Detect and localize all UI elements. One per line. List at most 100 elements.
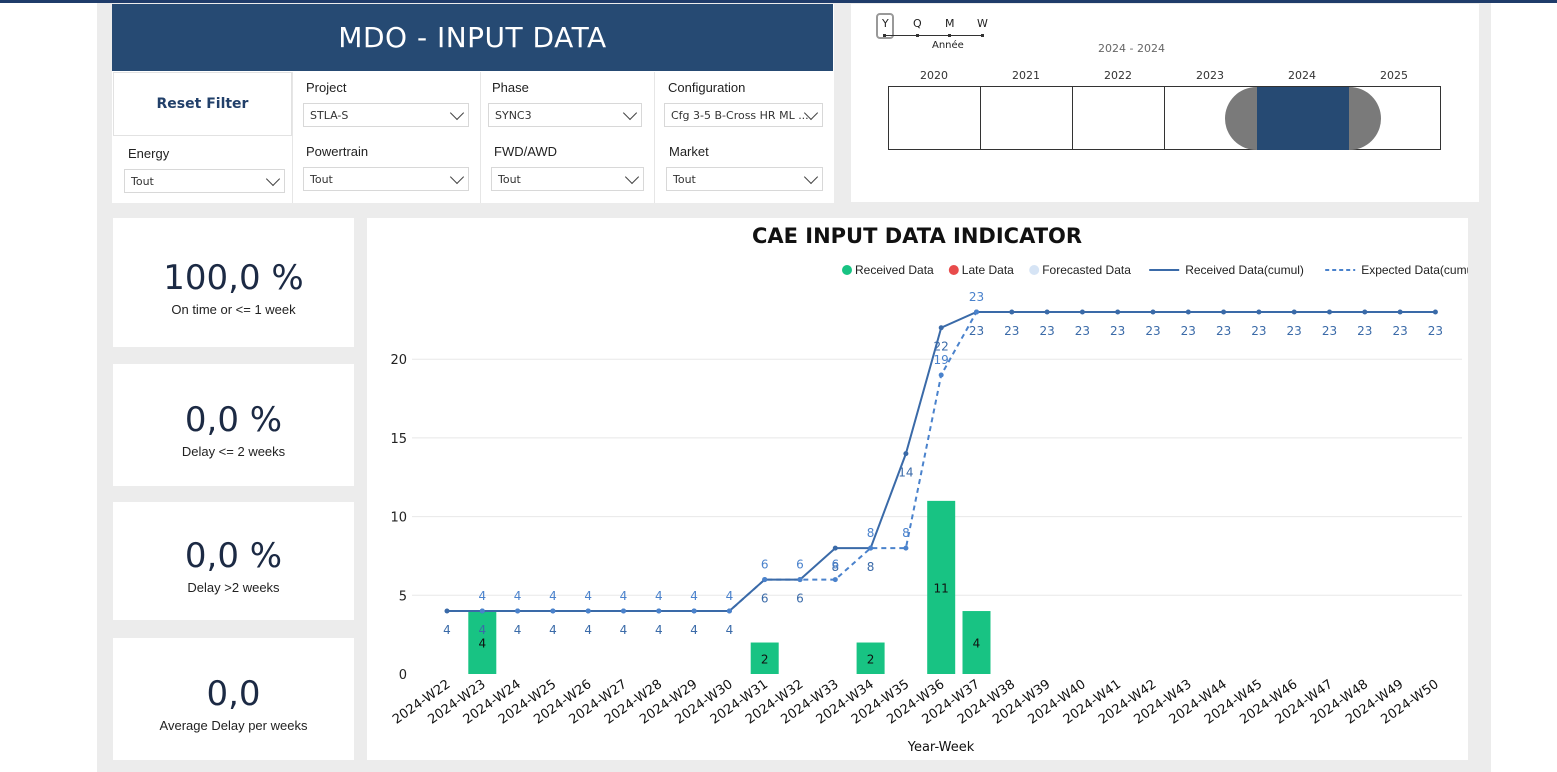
granularity-label: Année xyxy=(932,40,964,51)
kpi-caption: Average Delay per weeks xyxy=(159,718,308,733)
reset-filter-button[interactable]: Reset Filter xyxy=(113,72,292,136)
bar xyxy=(962,611,991,674)
y-tick-label: 15 xyxy=(390,432,407,447)
received-cumul-point xyxy=(444,608,450,614)
chevron-down-icon xyxy=(622,105,638,121)
received-cumul-point xyxy=(1115,309,1121,315)
received-cumul-label: 8 xyxy=(831,560,839,574)
received-cumul-label: 4 xyxy=(726,623,734,637)
powertrain-dropdown[interactable]: Tout xyxy=(303,167,469,191)
received-cumul-point xyxy=(1362,309,1368,315)
received-cumul-label: 14 xyxy=(898,466,913,480)
legend-marker xyxy=(948,265,959,275)
legend-label: Received Data xyxy=(855,263,934,277)
expected-cumul-point xyxy=(550,608,556,614)
received-cumul-point xyxy=(1079,309,1085,315)
y-tick-label: 20 xyxy=(390,353,407,368)
chart-title: CAE INPUT DATA INDICATOR xyxy=(752,224,1082,248)
received-cumul-label: 22 xyxy=(934,340,949,354)
received-cumul-label: 4 xyxy=(443,623,451,637)
configuration-dropdown[interactable]: Cfg 3-5 B-Cross HR ML ... xyxy=(664,103,823,127)
received-cumul-label: 23 xyxy=(1039,324,1054,338)
granularity-tick xyxy=(916,34,919,37)
received-cumul-label: 4 xyxy=(549,623,557,637)
chevron-down-icon xyxy=(449,169,465,185)
granularity-option-year[interactable]: Y xyxy=(882,17,889,30)
phase-dropdown[interactable]: SYNC3 xyxy=(488,103,642,127)
received-cumul-label: 23 xyxy=(1004,324,1019,338)
dropdown-value: Cfg 3-5 B-Cross HR ML ... xyxy=(671,108,809,122)
received-cumul-label: 23 xyxy=(969,324,984,338)
expected-cumul-point xyxy=(938,372,944,378)
expected-cumul-point xyxy=(621,608,626,614)
received-cumul-point xyxy=(1150,309,1156,315)
received-cumul-label: 23 xyxy=(1145,324,1160,338)
received-cumul-label: 23 xyxy=(1287,324,1302,338)
dropdown-value: Tout xyxy=(310,172,333,186)
expected-cumul-point xyxy=(903,545,909,551)
dropdown-value: SYNC3 xyxy=(495,108,532,122)
bar-data-label: 4 xyxy=(478,637,486,651)
timeline-selected-year[interactable] xyxy=(1257,87,1349,150)
bar-data-label: 4 xyxy=(973,637,981,651)
filter-label: Project xyxy=(306,80,347,95)
bar xyxy=(750,642,779,674)
timeline-cell-2020[interactable] xyxy=(889,87,981,149)
filter-divider xyxy=(292,72,293,203)
expected-cumul-label: 4 xyxy=(620,589,628,603)
timeline-cell-2022[interactable] xyxy=(1073,87,1165,149)
expected-cumul-point xyxy=(479,608,485,614)
expected-cumul-label: 6 xyxy=(761,558,769,572)
received-cumul-label: 23 xyxy=(1357,324,1372,338)
legend-label: Late Data xyxy=(962,263,1014,277)
received-cumul-point xyxy=(1221,309,1227,315)
expected-cumul-point xyxy=(656,608,662,614)
dropdown-value: Tout xyxy=(673,172,696,186)
granularity-tick xyxy=(981,34,984,37)
bar-data-label: 2 xyxy=(761,653,769,667)
received-cumul-point xyxy=(1044,309,1050,315)
received-cumul-label: 23 xyxy=(1216,324,1231,338)
page-title-bar: MDO - INPUT DATA xyxy=(112,4,833,71)
timeline-cell-2021[interactable] xyxy=(981,87,1073,149)
fwd-awd-dropdown[interactable]: Tout xyxy=(491,167,644,191)
bar xyxy=(856,642,885,674)
received-cumul-label: 4 xyxy=(690,623,698,637)
project-dropdown[interactable]: STLA-S xyxy=(303,103,469,127)
kpi-value: 0,0 % xyxy=(184,536,283,576)
energy-dropdown[interactable]: Tout xyxy=(124,169,285,193)
expected-cumul-label: 4 xyxy=(478,589,486,603)
received-cumul-point xyxy=(903,451,909,457)
filter-label: Market xyxy=(669,144,709,159)
expected-cumul-point xyxy=(797,577,803,583)
kpi-caption: Delay >2 weeks xyxy=(187,580,280,595)
filter-phase: Phase xyxy=(492,80,529,95)
received-cumul-label: 23 xyxy=(1075,324,1090,338)
expected-cumul-point xyxy=(585,608,591,614)
received-cumul-point xyxy=(1185,309,1191,315)
y-tick-label: 5 xyxy=(399,589,407,604)
expected-cumul-label: 4 xyxy=(726,589,734,603)
legend-label: Expected Data(cumul) xyxy=(1361,263,1468,277)
filter-market: Market xyxy=(669,144,709,159)
timeline-range-label: 2024 - 2024 xyxy=(1098,42,1165,55)
granularity-option-quarter[interactable]: Q xyxy=(913,17,922,30)
expected-cumul-point xyxy=(832,577,838,583)
filter-label: FWD/AWD xyxy=(494,144,558,159)
kpi-card-average-delay: 0,0 Average Delay per weeks xyxy=(113,638,354,760)
expected-cumul-label: 8 xyxy=(902,526,910,540)
kpi-value: 100,0 % xyxy=(163,258,304,298)
expected-cumul-point xyxy=(762,577,768,583)
kpi-card-delay-2w: 0,0 % Delay <= 2 weeks xyxy=(113,364,354,486)
granularity-selected-indicator[interactable] xyxy=(876,13,894,39)
granularity-option-week[interactable]: W xyxy=(977,17,988,30)
bar-data-label: 2 xyxy=(867,653,875,667)
y-tick-label: 10 xyxy=(390,511,407,526)
granularity-tick xyxy=(948,34,951,37)
market-dropdown[interactable]: Tout xyxy=(666,167,823,191)
timeline-year-label: 2025 xyxy=(1380,69,1408,82)
received-cumul-label: 23 xyxy=(1110,324,1125,338)
chevron-down-icon xyxy=(449,105,465,121)
timeline-year-label: 2024 xyxy=(1288,69,1316,82)
granularity-option-month[interactable]: M xyxy=(945,17,955,30)
